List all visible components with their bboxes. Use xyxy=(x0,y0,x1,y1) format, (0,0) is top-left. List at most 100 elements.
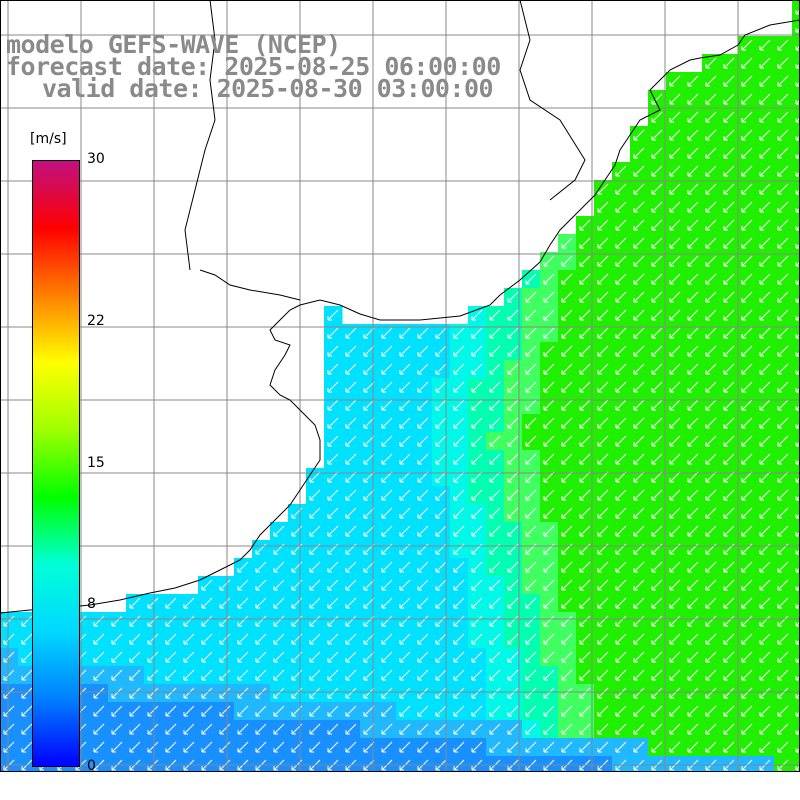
wind-arrow xyxy=(759,597,771,609)
wind-arrow xyxy=(417,741,429,753)
wind-arrow xyxy=(597,507,609,519)
wind-arrow xyxy=(651,93,663,105)
wind-arrow xyxy=(723,597,735,609)
wind-arrow xyxy=(759,39,771,51)
wind-arrow xyxy=(255,597,267,609)
colorbar-tick-30: 30 xyxy=(87,151,105,167)
wind-arrow xyxy=(363,435,375,447)
wind-arrow xyxy=(687,291,699,303)
wind-arrow xyxy=(273,651,285,663)
wind-arrow xyxy=(759,219,771,231)
wind-arrow xyxy=(435,705,447,717)
wind-arrow xyxy=(669,453,681,465)
wind-arrow xyxy=(273,705,285,717)
wind-arrow xyxy=(705,183,717,195)
wind-arrow xyxy=(381,435,393,447)
wind-arrow xyxy=(669,75,681,87)
wind-arrow xyxy=(417,525,429,537)
wind-arrow xyxy=(309,705,321,717)
wind-arrow xyxy=(651,741,663,753)
wind-arrow xyxy=(165,705,177,717)
wind-arrow xyxy=(687,687,699,699)
wind-arrow xyxy=(669,93,681,105)
wind-arrow xyxy=(777,525,789,537)
wind-arrow xyxy=(453,417,465,429)
wind-arrow xyxy=(399,327,411,339)
wind-arrow xyxy=(327,741,339,753)
wind-arrow xyxy=(561,291,573,303)
wind-arrow xyxy=(579,741,591,753)
wind-arrow xyxy=(615,291,627,303)
wind-arrow xyxy=(687,633,699,645)
wind-arrow xyxy=(741,453,753,465)
wind-arrow xyxy=(561,381,573,393)
wind-arrow xyxy=(219,669,231,681)
wind-arrow xyxy=(723,255,735,267)
wind-arrow xyxy=(651,129,663,141)
wind-arrow xyxy=(633,399,645,411)
wind-arrow xyxy=(111,615,123,627)
wind-arrow xyxy=(597,669,609,681)
wind-arrow xyxy=(723,327,735,339)
wind-arrow xyxy=(705,579,717,591)
wind-arrow xyxy=(723,147,735,159)
wind-arrow xyxy=(255,579,267,591)
wind-arrow xyxy=(543,507,555,519)
wind-arrow xyxy=(759,201,771,213)
wind-arrow xyxy=(345,525,357,537)
wind-arrow xyxy=(255,615,267,627)
wind-arrow xyxy=(327,633,339,645)
wind-arrow xyxy=(381,615,393,627)
wind-arrow xyxy=(741,219,753,231)
wind-arrow xyxy=(129,633,141,645)
wind-arrow xyxy=(651,219,663,231)
wind-arrow xyxy=(525,363,537,375)
wind-arrow xyxy=(723,273,735,285)
field-cell xyxy=(792,90,800,109)
wind-arrow xyxy=(471,453,483,465)
wind-arrow xyxy=(777,201,789,213)
wind-arrow xyxy=(759,57,771,69)
wind-arrow xyxy=(741,363,753,375)
wind-arrow xyxy=(309,633,321,645)
wind-arrow xyxy=(525,669,537,681)
wind-arrow xyxy=(597,435,609,447)
wind-arrow xyxy=(417,579,429,591)
wind-arrow xyxy=(309,489,321,501)
wind-arrow xyxy=(183,741,195,753)
field-cell xyxy=(792,504,800,523)
wind-arrow xyxy=(579,471,591,483)
wind-arrow xyxy=(183,705,195,717)
wind-arrow xyxy=(687,669,699,681)
wind-arrow xyxy=(399,741,411,753)
wind-arrow xyxy=(327,687,339,699)
wind-arrow xyxy=(561,309,573,321)
wind-arrow xyxy=(471,327,483,339)
wind-arrow xyxy=(633,579,645,591)
wind-arrow xyxy=(723,579,735,591)
wind-arrow xyxy=(687,75,699,87)
wind-arrow xyxy=(561,723,573,735)
wind-arrow xyxy=(381,579,393,591)
wind-arrow xyxy=(597,453,609,465)
wind-arrow xyxy=(327,345,339,357)
wind-arrow xyxy=(309,723,321,735)
wind-arrow xyxy=(561,525,573,537)
wind-arrow xyxy=(633,237,645,249)
wind-arrow xyxy=(525,507,537,519)
wind-arrow xyxy=(687,201,699,213)
wind-arrow xyxy=(723,435,735,447)
wind-arrow xyxy=(561,651,573,663)
wind-arrow xyxy=(633,633,645,645)
wind-arrow xyxy=(615,453,627,465)
wind-arrow xyxy=(579,255,591,267)
wind-arrow xyxy=(651,489,663,501)
field-cell xyxy=(792,306,800,325)
wind-arrow xyxy=(579,237,591,249)
wind-arrow xyxy=(597,741,609,753)
wind-arrow xyxy=(399,471,411,483)
wind-arrow xyxy=(453,399,465,411)
wind-arrow xyxy=(651,723,663,735)
wind-arrow xyxy=(669,273,681,285)
wind-arrow xyxy=(363,597,375,609)
